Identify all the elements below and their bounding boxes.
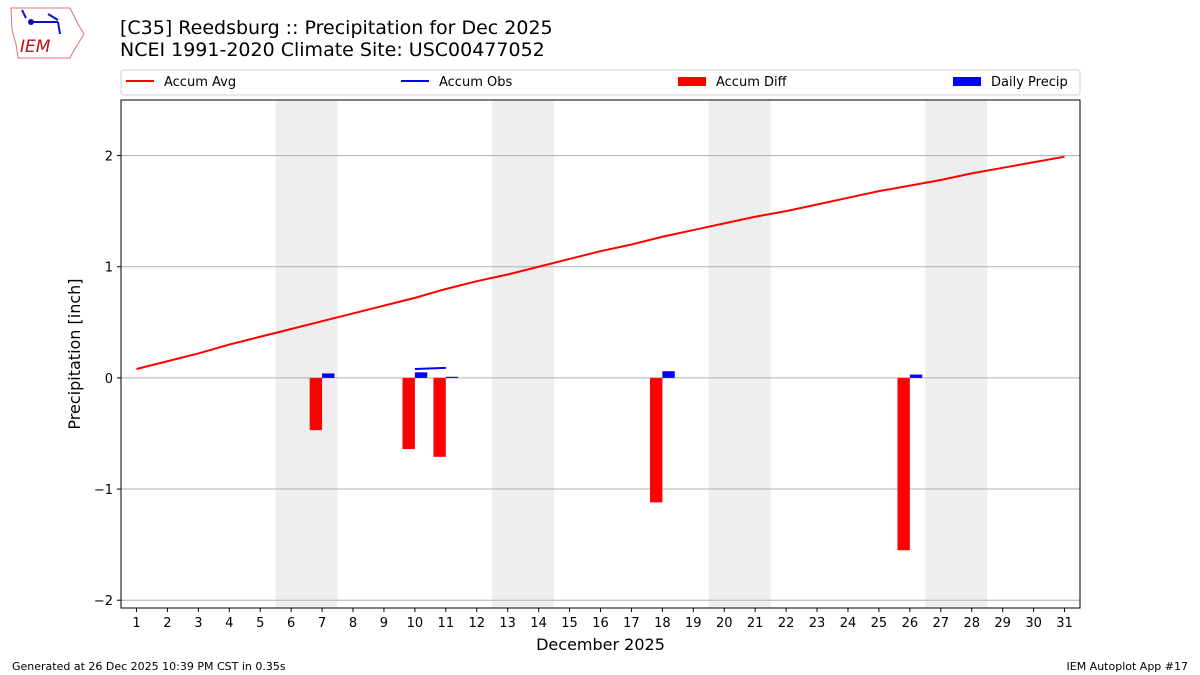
accum-avg-line: [136, 155, 1065, 370]
x-tick-label: 18: [654, 616, 671, 631]
x-tick-label: 10: [407, 616, 424, 631]
x-tick-label: 24: [840, 616, 857, 631]
x-tick-label: 30: [1025, 616, 1042, 631]
daily-precip-bar: [445, 376, 459, 378]
accum-diff-bar: [402, 377, 415, 450]
x-tick-label: 3: [194, 616, 202, 631]
y-axis-label: Precipitation [inch]: [65, 278, 84, 429]
x-tick-label: 28: [963, 616, 980, 631]
x-tick-label: 12: [468, 616, 485, 631]
svg-text:IEM: IEM: [20, 37, 51, 57]
x-tick-label: 20: [716, 616, 733, 631]
plot-frame: [120, 99, 1081, 609]
x-tick-label: 22: [778, 616, 795, 631]
x-tick-label: 23: [809, 616, 826, 631]
x-axis-label: December 2025: [536, 635, 665, 654]
footer-app: IEM Autoplot App #17: [1066, 660, 1189, 673]
chart-title: [C35] Reedsburg :: Precipitation for Dec…: [120, 17, 553, 39]
y-tick-label: 0: [105, 372, 113, 387]
x-tick-label: 14: [530, 616, 547, 631]
legend-label: Accum Obs: [439, 75, 512, 90]
y-tick-label: 1: [105, 261, 113, 276]
x-tick-label: 26: [902, 616, 919, 631]
weekend-shade: [275, 100, 338, 608]
accum-diff-bar: [897, 377, 910, 551]
x-tick-label: 2: [163, 616, 171, 631]
weekend-shade: [492, 100, 555, 608]
accum-diff-bar: [309, 377, 323, 431]
daily-precip-bar: [662, 371, 675, 378]
x-tick-label: 31: [1056, 616, 1073, 631]
daily-precip-bar: [414, 372, 428, 378]
daily-precip-bar: [322, 373, 335, 378]
x-tick-label: 16: [592, 616, 609, 631]
x-tick-label: 13: [499, 616, 516, 631]
x-tick-label: 5: [256, 616, 264, 631]
x-tick-label: 27: [933, 616, 950, 631]
legend-label: Accum Avg: [164, 75, 236, 90]
x-tick-label: 7: [318, 616, 326, 631]
accum-diff-bar: [433, 377, 446, 457]
y-tick-label: −2: [94, 594, 113, 609]
weekend-shade: [708, 100, 771, 608]
x-tick-label: 15: [561, 616, 578, 631]
accum-diff-bar: [649, 377, 663, 503]
iem-logo: IEM: [10, 7, 85, 59]
footer-generated: Generated at 26 Dec 2025 10:39 PM CST in…: [12, 660, 286, 673]
x-tick-label: 11: [438, 616, 455, 631]
x-tick-label: 25: [871, 616, 888, 631]
chart-subtitle: NCEI 1991-2020 Climate Site: USC00477052: [120, 39, 545, 61]
x-tick-label: 8: [349, 616, 357, 631]
x-tick-label: 21: [747, 616, 764, 631]
daily-precip-bar: [909, 374, 923, 378]
x-tick-label: 9: [380, 616, 388, 631]
accum-obs-line: [414, 366, 446, 371]
y-tick-label: −1: [94, 483, 113, 498]
legend-box: [120, 69, 1081, 96]
y-tick-label: 2: [105, 150, 113, 165]
legend-label: Accum Diff: [716, 75, 788, 90]
x-tick-label: 19: [685, 616, 702, 631]
x-tick-label: 4: [225, 616, 233, 631]
legend-swatch: [678, 77, 706, 86]
legend-swatch: [953, 77, 981, 86]
weekend-shade: [925, 100, 988, 608]
x-tick-label: 1: [132, 616, 140, 631]
x-tick-label: 29: [994, 616, 1011, 631]
x-tick-label: 6: [287, 616, 295, 631]
legend-label: Daily Precip: [991, 75, 1068, 90]
x-tick-label: 17: [623, 616, 640, 631]
